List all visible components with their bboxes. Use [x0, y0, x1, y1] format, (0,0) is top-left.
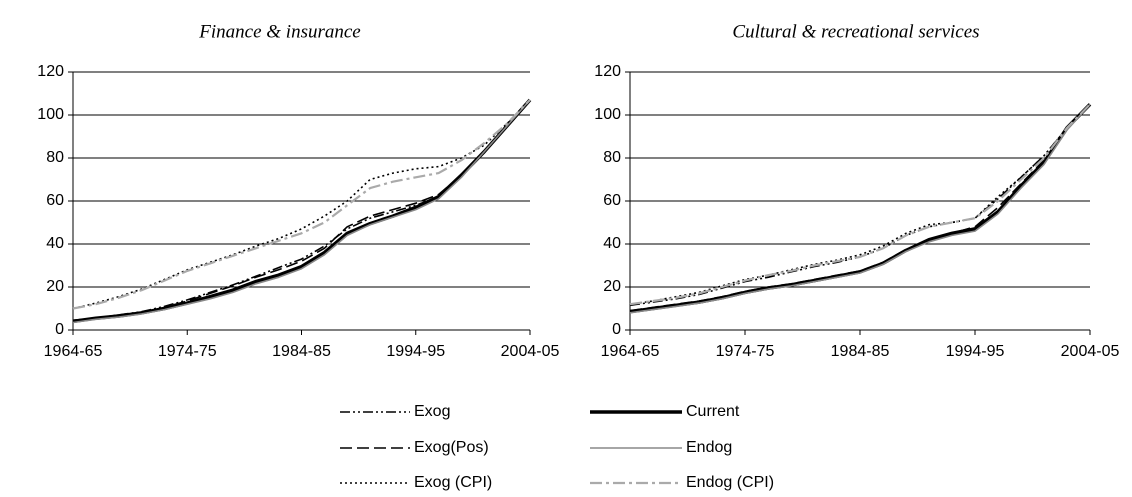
y-tick-label: 100 [37, 106, 64, 123]
x-tick-label: 1964-65 [44, 343, 103, 360]
x-tick-label: 2004-05 [1061, 343, 1120, 360]
x-tick-label: 1994-95 [386, 343, 445, 360]
chart-title: Finance & insurance [198, 21, 360, 42]
x-tick-label: 2004-05 [501, 343, 560, 360]
legend-label: Exog [414, 403, 450, 420]
x-tick-label: 1964-65 [601, 343, 660, 360]
y-tick-label: 40 [46, 235, 64, 252]
y-tick-label: 60 [46, 192, 64, 209]
x-tick-label: 1984-85 [831, 343, 890, 360]
y-tick-label: 20 [46, 278, 64, 295]
series-line [72, 99, 531, 310]
x-tick-label: 1974-75 [716, 343, 775, 360]
series-line [72, 99, 531, 310]
legend-label: Exog(Pos) [414, 439, 489, 456]
y-tick-label: 0 [612, 321, 621, 338]
series-line [629, 103, 1091, 305]
series-line [629, 103, 1092, 314]
legend-label: Current [686, 403, 740, 420]
series-line [72, 99, 531, 324]
y-tick-label: 0 [55, 321, 64, 338]
y-tick-label: 40 [603, 235, 621, 252]
y-tick-label: 20 [603, 278, 621, 295]
series-line [629, 103, 1091, 306]
x-tick-label: 1984-85 [272, 343, 331, 360]
chart-title: Cultural & recreational services [732, 21, 979, 42]
series-line [72, 98, 532, 324]
y-tick-label: 80 [603, 149, 621, 166]
y-tick-label: 120 [594, 63, 621, 80]
series-line [629, 103, 1091, 307]
x-tick-label: 1974-75 [158, 343, 217, 360]
y-tick-label: 60 [603, 192, 621, 209]
legend-label: Endog (CPI) [686, 474, 774, 491]
legend-label: Exog (CPI) [414, 474, 492, 491]
y-tick-label: 100 [594, 106, 621, 123]
series-line [629, 103, 1091, 314]
series-line [629, 103, 1091, 312]
legend-label: Endog [686, 439, 732, 456]
y-tick-label: 120 [37, 63, 64, 80]
y-tick-label: 80 [46, 149, 64, 166]
x-tick-label: 1994-95 [946, 343, 1005, 360]
